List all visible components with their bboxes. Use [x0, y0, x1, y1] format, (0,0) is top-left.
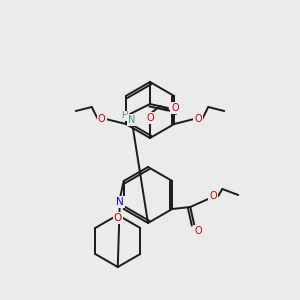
Text: N: N: [116, 197, 124, 207]
Text: O: O: [171, 103, 179, 113]
Text: O: O: [194, 226, 202, 236]
Text: O: O: [114, 213, 122, 223]
Text: N: N: [128, 115, 136, 125]
Text: O: O: [146, 113, 154, 123]
Text: O: O: [98, 114, 106, 124]
Text: O: O: [209, 191, 217, 201]
Text: H: H: [121, 112, 128, 121]
Text: O: O: [194, 114, 202, 124]
